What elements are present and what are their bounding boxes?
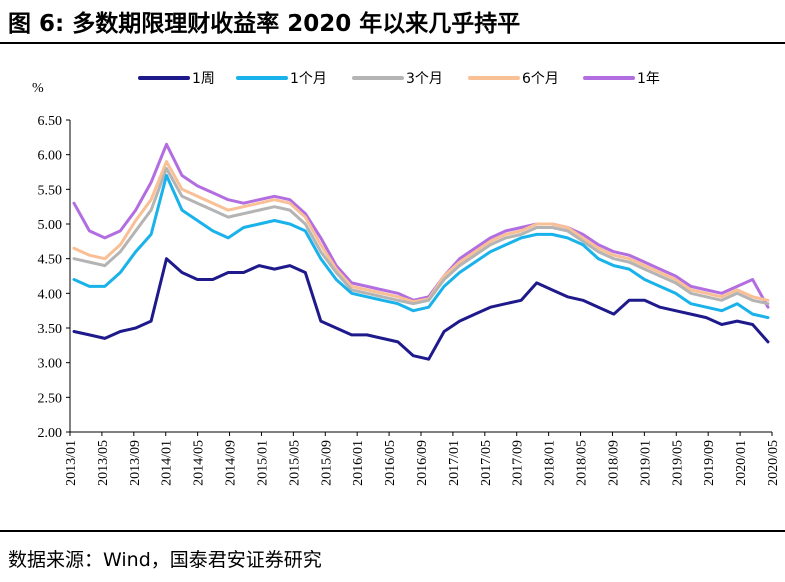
source-note: 数据来源：Wind，国泰君安证券研究: [8, 549, 322, 571]
chart: % 2.00 2.50 3.00 3.50 4.00 4.50 5.00 5.50 6.00 6.5…: [32, 71, 781, 486]
legend-label: 1年: [637, 71, 660, 87]
x-tick-label: 2014/09: [224, 440, 239, 486]
x-tick-label: 2017/01: [447, 440, 462, 486]
x-tick-label: 2014/01: [160, 440, 175, 486]
x-tick-label: 2015/09: [319, 440, 334, 486]
chart-title: 图 6: 多数期限理财收益率 2020 年以来几乎持平: [8, 11, 521, 37]
x-tick-label: 2015/01: [255, 440, 270, 486]
y-tick-label: 4.00: [38, 287, 63, 302]
series-line: [72, 174, 770, 320]
x-tick-label: 2016/09: [415, 440, 430, 486]
x-tick-label: 2018/09: [606, 440, 621, 486]
series-line: [72, 167, 770, 306]
x-tick-label: 2017/09: [511, 440, 526, 486]
y-tick-label: 4.50: [38, 253, 63, 268]
x-tick-label: 2013/09: [128, 440, 143, 486]
x-tick-label: 2015/05: [287, 440, 302, 486]
legend-label: 1周: [192, 71, 215, 87]
x-tick-label: 2017/05: [479, 440, 494, 486]
y-tick-label: 6.00: [38, 149, 63, 164]
x-tick-label: 2016/05: [383, 440, 398, 486]
x-tick-label: 2020/05: [766, 440, 781, 486]
series-lines: [72, 142, 770, 361]
y-tick-label: 5.50: [38, 183, 63, 198]
x-tick-label: 2018/01: [543, 440, 558, 486]
legend-label: 1个月: [290, 71, 327, 87]
x-tick-label: 2019/05: [670, 440, 685, 486]
legend: 1周 1个月 3个月 6个月 1年: [138, 71, 660, 87]
title-rule: [0, 42, 785, 44]
y-tick-label: 2.50: [38, 391, 63, 406]
x-tick-label: 2013/01: [64, 440, 79, 486]
y-tick-label: 3.00: [38, 357, 63, 372]
y-tick-label: 5.00: [38, 218, 63, 233]
y-axis-label: %: [32, 81, 44, 96]
series-line: [72, 257, 770, 361]
series-line: [72, 160, 770, 304]
source-rule: [0, 530, 785, 532]
x-tick-label: 2018/05: [575, 440, 590, 486]
y-tick-label: 3.50: [38, 322, 63, 337]
legend-label: 3个月: [406, 71, 443, 87]
x-tick-label: 2016/01: [351, 440, 366, 486]
x-tick-label: 2019/09: [702, 440, 717, 486]
axes: % 2.00 2.50 3.00 3.50 4.00 4.50 5.00 5.50 6.00 6.5…: [32, 81, 781, 486]
y-tick-label: 6.50: [38, 114, 63, 129]
x-tick-label: 2014/05: [192, 440, 207, 486]
x-tick-label: 2020/01: [734, 440, 749, 486]
x-tick-label: 2013/05: [96, 440, 111, 486]
legend-label: 6个月: [522, 71, 559, 87]
y-tick-label: 2.00: [38, 426, 63, 441]
series-line: [72, 142, 770, 309]
x-tick-label: 2019/01: [638, 440, 653, 486]
